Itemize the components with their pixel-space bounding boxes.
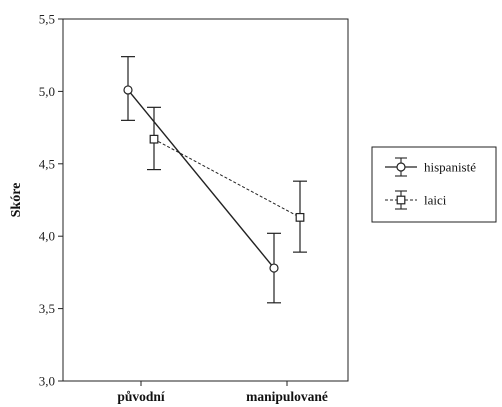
legend-marker	[396, 195, 406, 205]
y-tick-label: 4,5	[39, 156, 55, 171]
legend-label: laici	[424, 193, 447, 208]
plot-frame	[62, 18, 349, 382]
legend-box	[371, 146, 497, 223]
y-tick-label: 5,0	[39, 84, 55, 99]
legend-item: hispanisté	[385, 157, 476, 177]
data-point	[269, 263, 279, 273]
series-line	[153, 138, 301, 218]
series-0	[121, 56, 281, 304]
legend-item: laici	[385, 190, 447, 210]
data-point	[149, 134, 159, 144]
series-1	[147, 106, 307, 253]
y-tick-label: 3,0	[39, 374, 55, 389]
data-point	[123, 85, 133, 95]
y-tick-label: 4,0	[39, 229, 55, 244]
legend-label: hispanisté	[424, 160, 476, 175]
legend-marker	[396, 162, 406, 172]
y-axis-title: Skóre	[9, 183, 24, 218]
y-tick-label: 5,5	[39, 12, 55, 27]
data-point	[295, 212, 305, 222]
x-tick-label: původní	[117, 389, 165, 404]
y-tick-label: 3,5	[39, 301, 55, 316]
y-axis-ticks: 3,0 3,5 4,0 4,5 5,0 5,5	[39, 12, 63, 389]
series-layer	[121, 56, 307, 304]
legend: hispanisté laici	[371, 146, 497, 223]
x-tick-label: manipulované	[246, 389, 328, 404]
series-line	[127, 89, 275, 269]
x-axis-labels: původní manipulované	[117, 381, 328, 404]
